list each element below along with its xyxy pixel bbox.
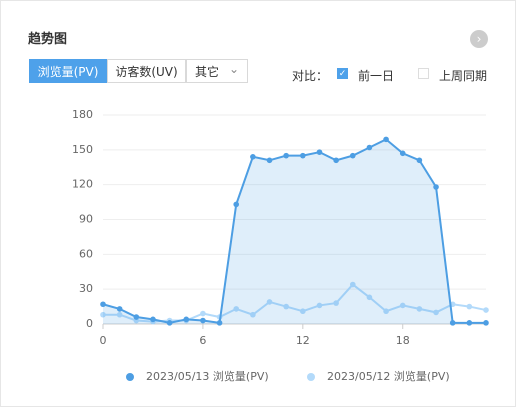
point	[166, 320, 173, 326]
point	[416, 306, 423, 312]
x-tick-label: 0	[100, 334, 107, 347]
point	[483, 307, 489, 313]
y-tick-label: 0	[86, 317, 93, 330]
point	[100, 301, 106, 308]
point	[383, 308, 389, 315]
point	[316, 149, 323, 155]
point	[433, 309, 439, 316]
tab[interactable]: 其它 ⌄	[186, 59, 248, 83]
x-tick-label: 18	[396, 334, 410, 347]
point	[183, 316, 190, 323]
checkbox-label: 上周同期	[439, 69, 488, 83]
point	[416, 157, 423, 164]
point	[133, 314, 140, 320]
point	[116, 311, 123, 318]
area	[103, 139, 486, 324]
checkbox[interactable]: ✓	[337, 68, 348, 79]
point	[266, 299, 273, 305]
checkbox-label: 前一日	[358, 69, 395, 83]
card-title: 趋势图	[28, 32, 68, 47]
tab[interactable]: 浏览量(PV)	[29, 59, 107, 83]
point	[266, 157, 273, 164]
point	[300, 308, 306, 315]
point	[300, 152, 306, 159]
point	[466, 320, 473, 326]
y-tick-label: 180	[72, 108, 93, 121]
x-tick-label: 6	[199, 334, 206, 347]
point	[349, 281, 356, 288]
point	[399, 302, 406, 309]
legend-marker	[307, 373, 315, 381]
next-button[interactable]: ›	[470, 30, 488, 48]
point	[466, 303, 473, 310]
y-tick-label: 90	[79, 213, 93, 226]
point	[433, 184, 439, 190]
point	[250, 154, 256, 160]
legend-label: 2023/05/13 浏览量(PV)	[146, 369, 269, 383]
point	[116, 306, 123, 312]
point	[150, 316, 156, 323]
point	[483, 320, 489, 326]
point	[233, 306, 240, 312]
legend-marker	[126, 373, 134, 381]
y-tick-label: 150	[72, 143, 93, 156]
point	[200, 317, 206, 324]
point	[233, 201, 240, 208]
point	[250, 311, 256, 318]
point	[283, 303, 289, 310]
line	[102, 138, 486, 324]
point	[366, 294, 373, 301]
y-tick-label: 60	[79, 247, 93, 260]
point	[333, 300, 339, 306]
point	[366, 144, 373, 151]
point	[349, 152, 356, 159]
point	[449, 320, 456, 326]
point	[200, 310, 206, 317]
legend-label: 2023/05/12 浏览量(PV)	[327, 369, 450, 383]
tab[interactable]: 访客数(UV)	[107, 59, 186, 83]
y-tick-label: 120	[72, 178, 93, 191]
point	[333, 157, 339, 164]
point	[216, 320, 223, 326]
checkbox[interactable]	[418, 68, 429, 79]
point	[316, 302, 323, 309]
point	[399, 150, 406, 157]
x-tick-label: 12	[296, 334, 310, 347]
y-tick-label: 30	[79, 282, 93, 295]
point	[383, 136, 389, 143]
compare-label: 对比：	[292, 69, 329, 83]
point	[283, 152, 289, 159]
point	[100, 311, 106, 318]
